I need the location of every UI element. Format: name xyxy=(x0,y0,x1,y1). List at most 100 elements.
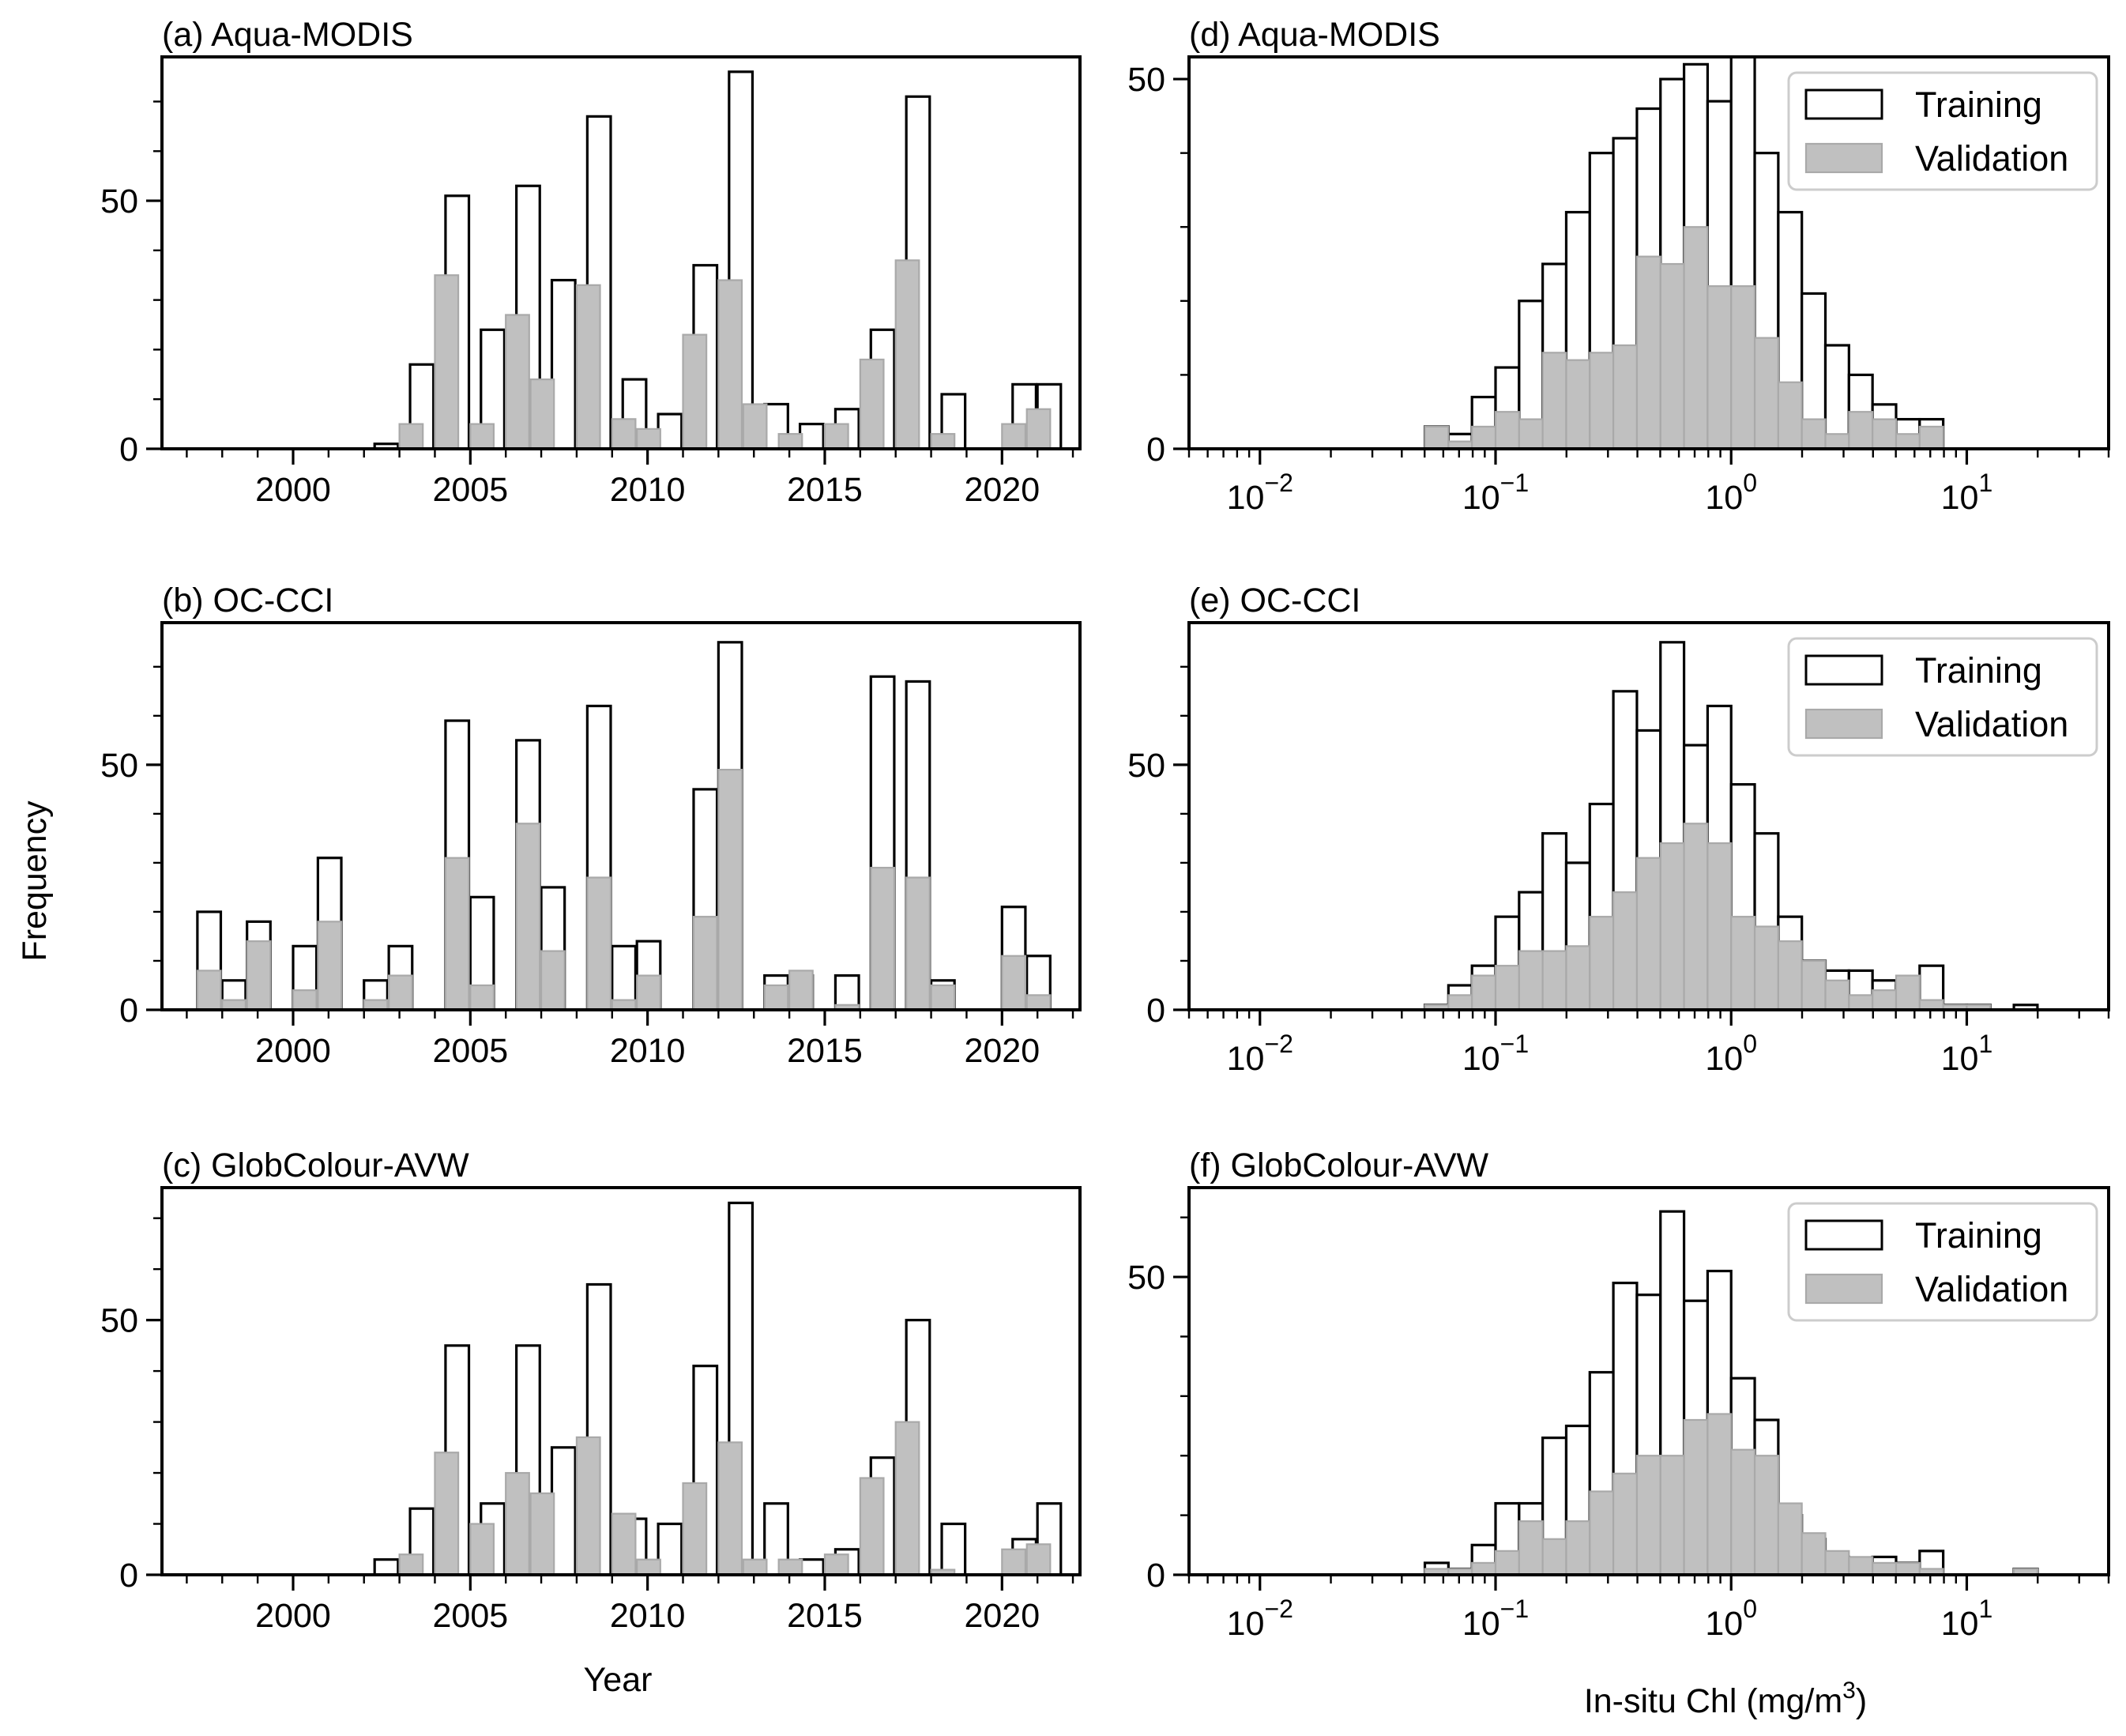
y-axis-label: Frequency xyxy=(16,800,54,962)
panel-c-validation-bar xyxy=(398,1553,424,1576)
panel-d-validation-bar xyxy=(1918,425,1944,450)
panel-e-x-tick-exponent: −1 xyxy=(1500,1030,1529,1058)
panel-a-validation-bar xyxy=(1001,423,1027,450)
panel-f-x-tick-base: 10 xyxy=(1705,1605,1743,1643)
panel-d-legend: Training Validation xyxy=(1787,71,2098,191)
panel-b-validation-bar xyxy=(469,984,495,1011)
panel-d-validation-bar xyxy=(1848,411,1874,450)
panel-e-validation-bar xyxy=(1447,994,1473,1011)
panel-b-x-tick-label: 2020 xyxy=(964,1032,1040,1070)
x-axis-label-year: Year xyxy=(584,1661,653,1699)
panel-e-x-tick-label: 101 xyxy=(1941,1030,1993,1078)
panel-f-y-tick-label: 50 xyxy=(1127,1259,1165,1297)
panel-d-validation-bar xyxy=(1730,285,1756,450)
panel-f-validation-bar xyxy=(1848,1556,1874,1576)
panel-e-validation-bar xyxy=(1777,940,1803,1011)
panel-c-validation-bar xyxy=(742,1558,768,1576)
panel-d-validation-bar xyxy=(1753,337,1779,450)
panel-b-validation-bar xyxy=(196,970,222,1011)
panel-c-validation-bar xyxy=(1025,1543,1052,1576)
panel-f-x-tick-base: 10 xyxy=(1227,1605,1265,1643)
panel-e-y-tick-label: 0 xyxy=(1146,992,1165,1030)
panel-d-validation-bar xyxy=(1706,285,1733,450)
panel-d-validation-bar xyxy=(1659,262,1685,450)
panel-a-validation-bar xyxy=(1025,408,1052,450)
panel-d-x-tick-exponent: 1 xyxy=(1978,469,1992,497)
panel-f-validation-bar xyxy=(1589,1490,1615,1576)
panel-a-validation-bar xyxy=(859,358,885,450)
panel-b-series-validation xyxy=(196,768,1052,1011)
panel-d-validation-bar xyxy=(1565,359,1591,450)
panel-a-validation-bar xyxy=(398,423,424,450)
panel-e-x-tick-base: 10 xyxy=(1227,1040,1265,1078)
panel-c-x-tick-label: 2015 xyxy=(787,1597,863,1635)
x-axis-label-chl-close: ) xyxy=(1856,1682,1867,1720)
panel-c-validation-bar xyxy=(636,1558,661,1576)
panel-c-x-tick-label: 2020 xyxy=(964,1597,1040,1635)
panel-c-validation-bar xyxy=(529,1492,555,1576)
panel-d-x-tick-exponent: 0 xyxy=(1743,469,1757,497)
panel-d-title: (d) Aqua-MODIS xyxy=(1189,16,1440,54)
panel-e-validation-bar xyxy=(1541,950,1567,1011)
panel-c-series-validation xyxy=(398,1421,1052,1576)
x-axis-label-chl: In-situ Chl (mg/m3) xyxy=(1584,1678,1867,1720)
panel-f-x-tick-label: 100 xyxy=(1705,1595,1757,1643)
panel-a-validation-bar xyxy=(505,314,530,450)
panel-c-validation-bar xyxy=(469,1523,495,1576)
panel-d-validation-bar xyxy=(1471,425,1497,450)
panel-b-validation-bar xyxy=(905,876,931,1011)
panel-c-training-bar xyxy=(798,1558,825,1576)
panel-f-legend: Training Validation xyxy=(1787,1202,2098,1322)
panel-e-validation-bar xyxy=(1518,950,1544,1011)
panel-c-validation-bar xyxy=(575,1436,601,1576)
panel-e-validation-bar xyxy=(1471,974,1497,1011)
panel-e-y-tick-label: 50 xyxy=(1127,747,1165,785)
panel-e-x-tick-label: 10−2 xyxy=(1227,1030,1293,1078)
panel-a-title: (a) Aqua-MODIS xyxy=(162,16,413,54)
panel-e-validation-bar xyxy=(1565,945,1591,1011)
panel-a-training-bar xyxy=(657,412,683,450)
panel-a-x-tick-label: 2010 xyxy=(610,471,686,509)
panel-c-validation-bar xyxy=(894,1421,920,1576)
panel-a-axes-frame xyxy=(160,55,1082,450)
panel-a-x-tick-label: 2020 xyxy=(964,471,1040,509)
panel-e-validation-bar xyxy=(1801,959,1827,1011)
panel-d-x-tick-label: 100 xyxy=(1705,469,1757,517)
panel-e-title: (e) OC-CCI xyxy=(1189,582,1360,619)
panel-a-validation-bar xyxy=(777,433,803,450)
panel-a-validation-bar xyxy=(930,433,956,450)
panel-c-title: (c) GlobColour-AVW xyxy=(162,1147,469,1184)
panel-a-validation-bar xyxy=(742,403,768,450)
panel-f-x-tick-exponent: −2 xyxy=(1264,1595,1293,1623)
panel-b-validation-bar xyxy=(692,916,718,1011)
panel-f-y-tick-label: 0 xyxy=(1146,1557,1165,1595)
panel-f-x-tick-exponent: −1 xyxy=(1500,1595,1529,1623)
panel-e-x-tick-base: 10 xyxy=(1705,1040,1743,1078)
panel-b-validation-bar xyxy=(388,974,413,1011)
panel-e-validation-bar xyxy=(1683,823,1709,1011)
x-axis-label-chl-text: In-situ Chl (mg/m xyxy=(1584,1682,1842,1720)
panel-d-x-tick-base: 10 xyxy=(1227,479,1265,517)
panel-d-validation-bar xyxy=(1801,418,1827,450)
panel-a-training-bar xyxy=(798,423,825,450)
panel-d-validation-bar xyxy=(1872,418,1898,450)
panel-d-validation-bar xyxy=(1824,433,1850,450)
panel-e-legend-training-label: Training xyxy=(1915,650,2042,691)
panel-d-x-tick-label: 10−1 xyxy=(1462,469,1529,517)
panel-d-validation-bar xyxy=(1518,418,1544,450)
panel-b-y-tick-label: 50 xyxy=(100,747,138,785)
panel-b-x-tick-label: 2000 xyxy=(255,1032,331,1070)
panel-a-validation-bar xyxy=(717,279,743,450)
panel-a-x-tick-label: 2000 xyxy=(255,471,331,509)
panel-c-x-tick-label: 2005 xyxy=(432,1597,508,1635)
panel-a-y-tick-label: 50 xyxy=(100,183,138,220)
panel-e-x-tick-exponent: 1 xyxy=(1978,1030,1992,1058)
panel-e-validation-bar xyxy=(1635,857,1661,1011)
panel-f-validation-bar xyxy=(1635,1455,1661,1576)
panel-c-training-bar xyxy=(550,1446,577,1576)
panel-d-y-tick-label: 0 xyxy=(1146,431,1165,469)
panel-f-validation-bar xyxy=(1730,1448,1756,1576)
